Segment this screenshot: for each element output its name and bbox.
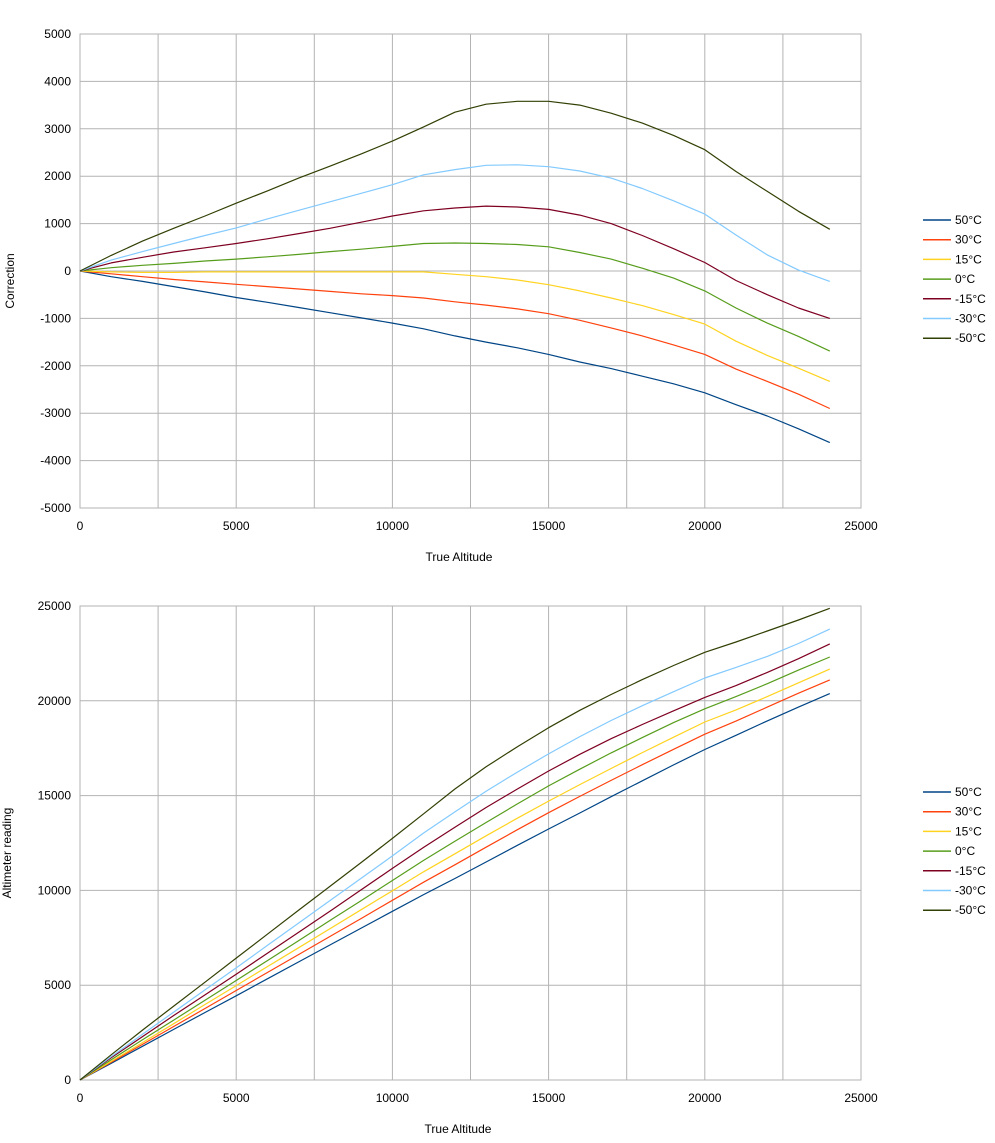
legend-label: -30°C (955, 312, 986, 326)
series-line (79, 668, 831, 1081)
x-tick-label: 15000 (532, 1091, 566, 1105)
x-axis-title: True Altitude (425, 1122, 492, 1136)
y-tick-labels: -5000 -4000 -3000 -2000 -1000 0 1000 2000 3000 40… (40, 27, 71, 515)
series-lines (79, 607, 831, 1081)
legend-label: 15°C (955, 824, 982, 838)
y-tick-label: 0 (64, 1073, 71, 1087)
x-tick-label: 25000 (844, 1091, 878, 1105)
series-line (79, 270, 831, 382)
series-line (79, 270, 831, 444)
y-tick-label: -5000 (40, 501, 71, 515)
x-tick-label: 0 (77, 519, 84, 533)
series-line (79, 100, 831, 272)
series-line (79, 242, 831, 352)
x-axis-title: True Altitude (426, 550, 493, 564)
series-line (79, 270, 831, 410)
correction-chart: 0 5000 10000 15000 20000 25000 -5000-4000-300… (3, 27, 986, 564)
y-tick-labels: 0 5000 10000 15000 20000 25000 (38, 599, 72, 1087)
x-tick-label: 20000 (688, 519, 722, 533)
legend-label: -50°C (955, 903, 986, 917)
y-axis-title: Altimeter reading (0, 808, 14, 899)
series-line (79, 164, 831, 282)
y-tick-label: 4000 (44, 74, 71, 88)
y-tick-label: 10000 (38, 883, 72, 897)
y-axis-title: Correction (3, 253, 17, 308)
legend-label: 15°C (955, 252, 982, 266)
series-line (79, 656, 831, 1081)
grid-lines (80, 34, 861, 508)
y-tick-label: 15000 (38, 789, 72, 803)
y-tick-label: 3000 (44, 122, 71, 136)
y-tick-label: 5000 (44, 27, 71, 41)
altimeter-reading-chart: 0 5000 10000 15000 20000 25000 0 5000 10000 1500… (0, 599, 986, 1136)
legend: 50°C 30°C 15°C 0°C -15°C -30°C -50°C (923, 785, 986, 917)
legend: 50°C 30°C 15°C 0°C -15°C -30°C -50°C (923, 213, 986, 345)
x-tick-labels: 0 5000 10000 15000 20000 25000 (77, 519, 878, 533)
legend-label: 50°C (955, 785, 982, 799)
series-line (79, 679, 831, 1081)
x-tick-labels: 0 5000 10000 15000 20000 25000 (77, 1091, 878, 1105)
series-line (79, 628, 831, 1081)
y-tick-label: 25000 (38, 599, 72, 613)
y-tick-label: -2000 (40, 359, 71, 373)
x-tick-label: 5000 (223, 1091, 250, 1105)
legend-label: -15°C (955, 864, 986, 878)
grid-lines (80, 606, 861, 1080)
series-line (79, 643, 831, 1081)
x-tick-label: 5000 (223, 519, 250, 533)
x-tick-label: 10000 (376, 519, 410, 533)
legend-label: -30°C (955, 884, 986, 898)
legend-label: 0°C (955, 844, 975, 858)
x-tick-label: 20000 (688, 1091, 722, 1105)
y-tick-label: 5000 (44, 978, 71, 992)
legend-label: 30°C (955, 805, 982, 819)
legend-label: 50°C (955, 213, 982, 227)
legend-label: 30°C (955, 233, 982, 247)
x-tick-label: 0 (77, 1091, 84, 1105)
y-tick-label: -1000 (40, 311, 71, 325)
legend-label: -15°C (955, 292, 986, 306)
series-lines (79, 100, 831, 444)
y-tick-label: 1000 (44, 217, 71, 231)
y-tick-label: 2000 (44, 169, 71, 183)
y-tick-label: -4000 (40, 454, 71, 468)
x-tick-label: 10000 (376, 1091, 410, 1105)
x-tick-label: 25000 (844, 519, 878, 533)
series-line (79, 693, 831, 1081)
series-line (79, 607, 831, 1081)
legend-label: 0°C (955, 272, 975, 286)
y-tick-label: -3000 (40, 406, 71, 420)
y-tick-label: 20000 (38, 694, 72, 708)
y-tick-label: 0 (64, 264, 71, 278)
series-line (79, 205, 830, 319)
legend-label: -50°C (955, 331, 986, 345)
x-tick-label: 15000 (532, 519, 566, 533)
